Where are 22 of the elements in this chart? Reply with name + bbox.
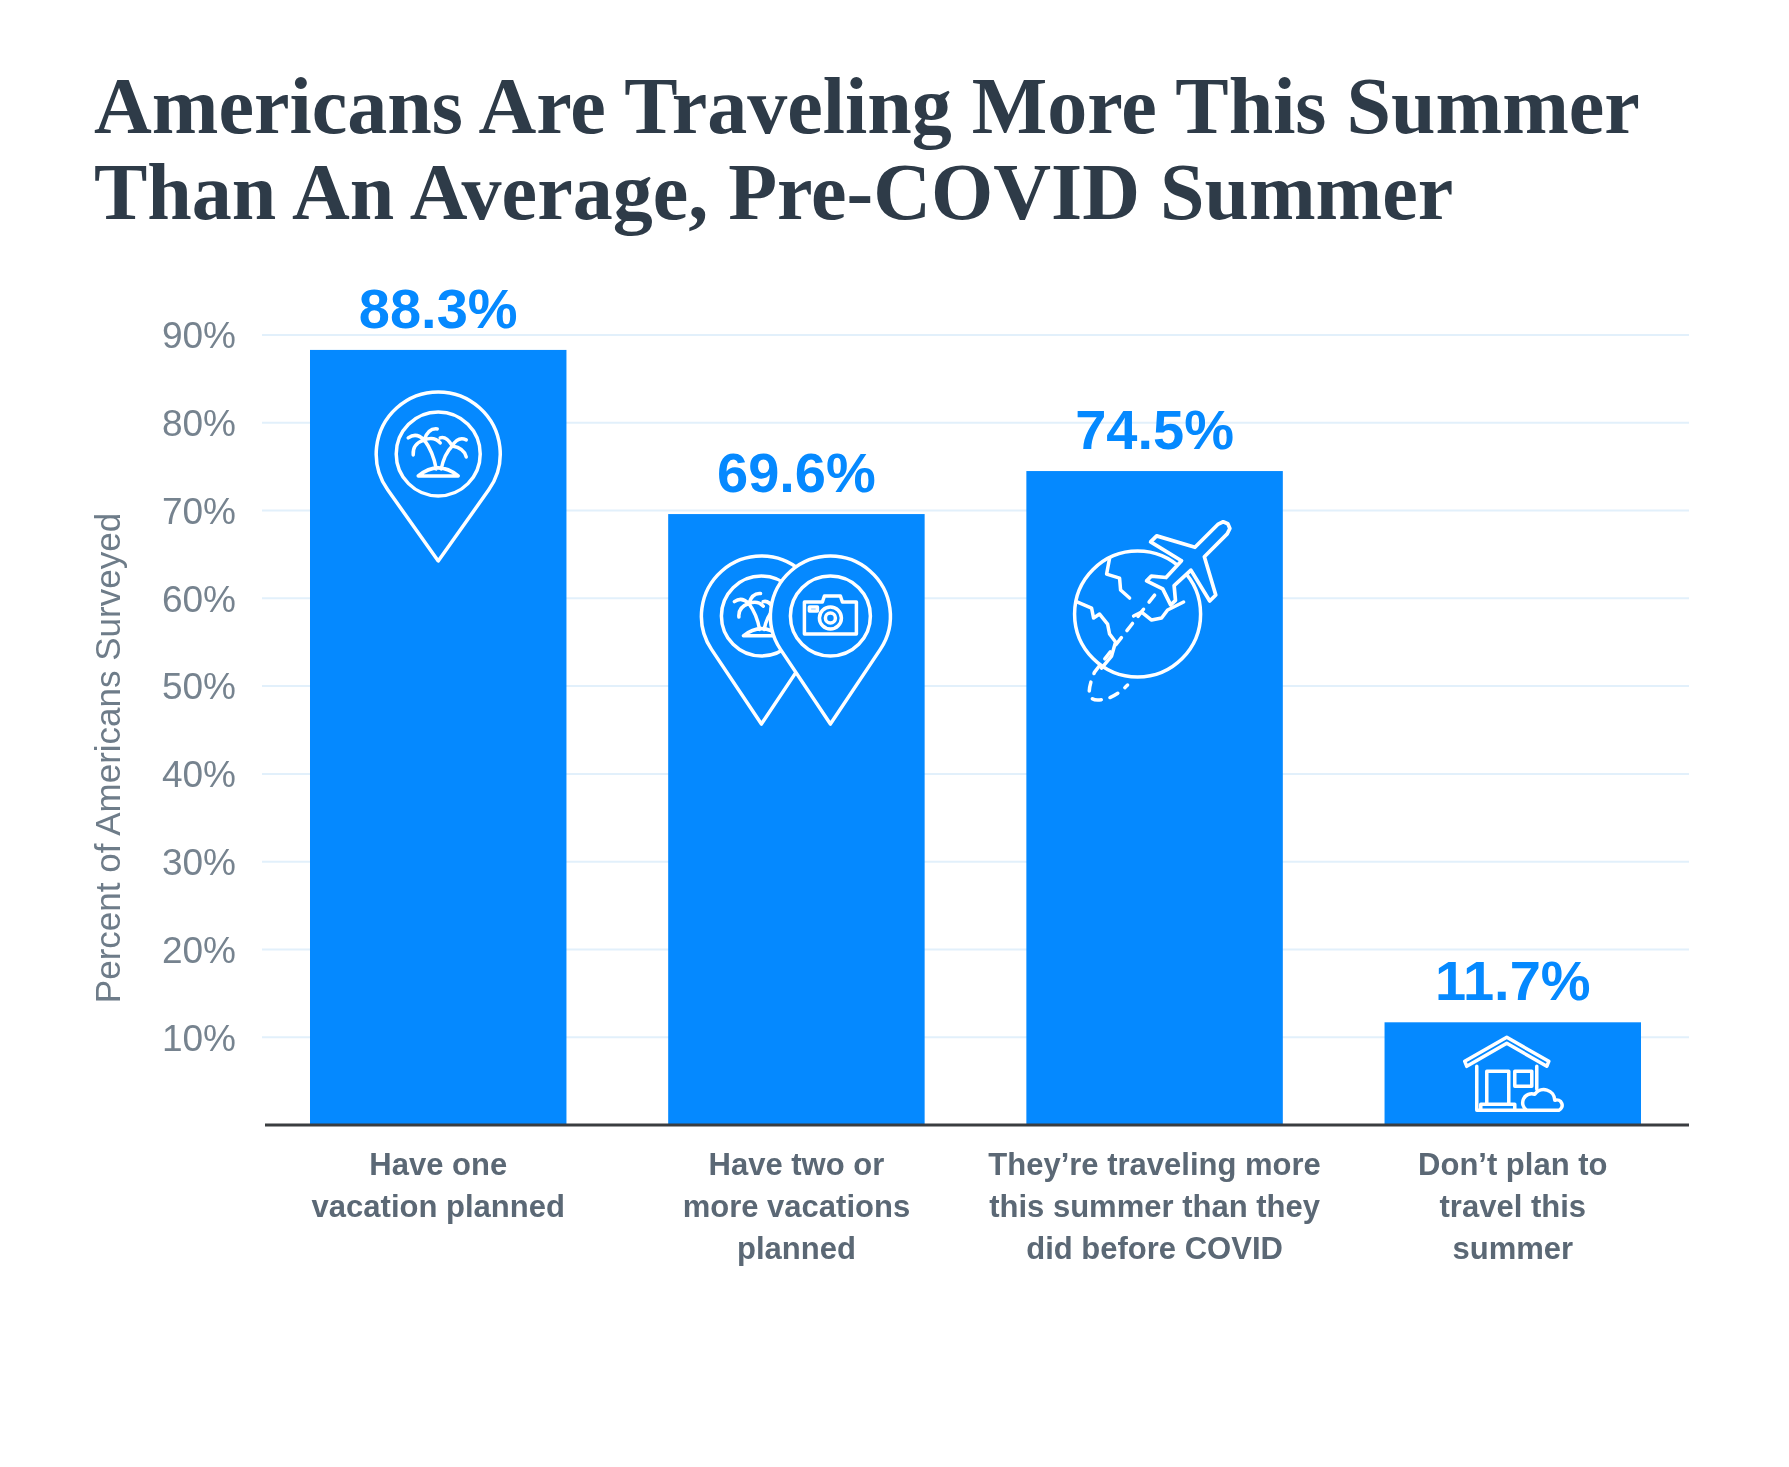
data-label: 69.6% [717, 441, 876, 505]
y-tick-label: 40% [161, 754, 236, 796]
x-tick-label: Don’t plan to travel this summer [1418, 1147, 1608, 1266]
y-tick-label: 10% [161, 1017, 236, 1059]
y-axis-title: Percent of Americans Surveyed [88, 512, 128, 1004]
y-tick-label: 30% [161, 841, 236, 883]
data-label: 11.7% [1434, 949, 1591, 1013]
data-label: 88.3% [358, 276, 518, 340]
x-tick-label: Have one vacation planned [311, 1147, 565, 1224]
y-tick-label: 80% [161, 403, 236, 445]
y-tick-label: 20% [161, 929, 236, 971]
y-tick-label: 50% [161, 666, 236, 708]
bar [310, 349, 567, 1125]
bar [1384, 1022, 1641, 1125]
y-tick-label: 90% [161, 315, 236, 357]
x-tick-label: They’re traveling more this summer than they did before COVID [988, 1147, 1321, 1266]
data-label: 74.5% [1075, 398, 1234, 462]
y-tick-label: 60% [161, 578, 236, 620]
x-tick-label: Have two or more vacations planned [682, 1147, 911, 1266]
chart-title: Americans Are Traveling More This Summer Than An Average, Pre-COVID Summer [94, 62, 1640, 236]
bar [1026, 471, 1283, 1125]
y-tick-label: 70% [161, 490, 236, 532]
